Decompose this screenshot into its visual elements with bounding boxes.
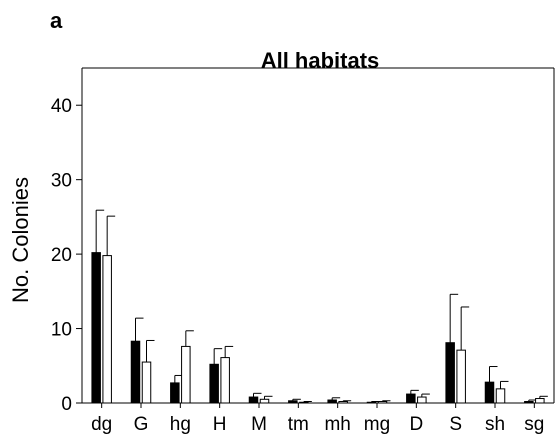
bar <box>181 345 191 404</box>
bar <box>91 252 101 404</box>
bar <box>299 401 309 404</box>
bar <box>327 399 337 404</box>
x-tick-label: D <box>409 414 423 435</box>
bar <box>338 401 348 404</box>
x-tick-label: mh <box>324 414 350 435</box>
bar <box>377 401 388 404</box>
bar <box>102 255 112 404</box>
x-tick-label: sg <box>524 414 544 435</box>
bar <box>130 340 141 404</box>
y-axis-label: No. Colonies <box>8 177 33 303</box>
bar <box>220 357 230 404</box>
bar <box>170 382 180 404</box>
chart-title: All habitats <box>261 48 380 73</box>
y-tick-label: 10 <box>51 320 72 341</box>
y-tick-label: 20 <box>51 245 72 266</box>
x-tick-label: H <box>213 414 227 435</box>
x-tick-label: mg <box>364 414 390 435</box>
x-tick-label: tm <box>288 414 309 435</box>
x-tick-label: sh <box>485 414 505 435</box>
bar <box>495 388 506 404</box>
x-tick-label: dg <box>91 414 112 435</box>
bar <box>288 400 298 404</box>
y-tick-label: 30 <box>51 171 72 192</box>
bar <box>535 398 545 404</box>
x-tick-label: G <box>134 414 149 435</box>
bar <box>248 396 259 404</box>
bar <box>209 363 219 404</box>
bar <box>417 396 427 404</box>
y-tick-label: 40 <box>51 96 72 117</box>
x-tick-label: hg <box>170 414 191 435</box>
bar <box>445 342 455 404</box>
bar <box>456 349 466 404</box>
bar <box>366 401 377 404</box>
bar <box>141 361 152 404</box>
bar <box>259 398 270 404</box>
panel-label: a <box>50 8 63 33</box>
y-tick-label: 0 <box>61 394 72 415</box>
x-tick-label: M <box>251 414 267 435</box>
bar <box>484 381 495 404</box>
bar <box>406 393 416 404</box>
x-tick-label: S <box>449 414 462 435</box>
bar <box>524 401 534 404</box>
